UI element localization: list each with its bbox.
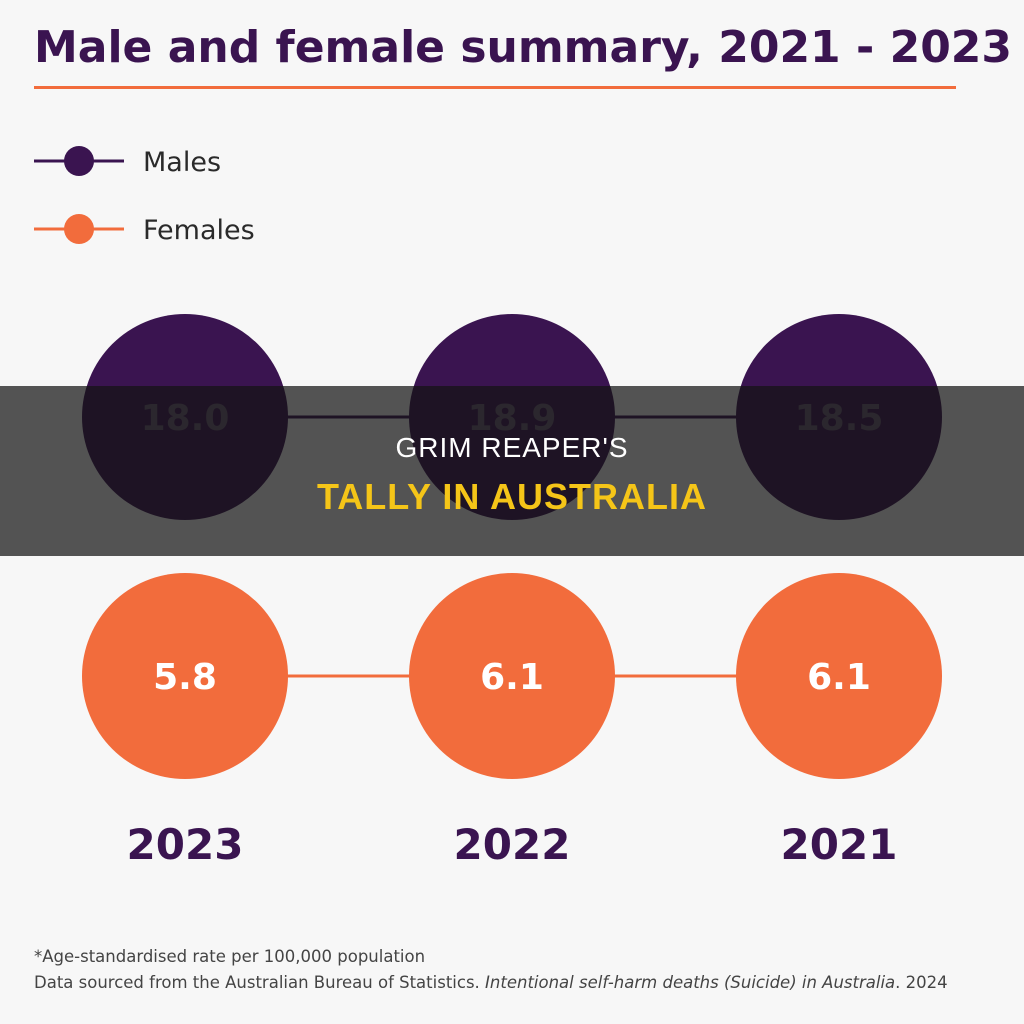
- legend-label-males: Males: [143, 147, 221, 178]
- banner-subheading: TALLY IN AUSTRALIA: [316, 476, 707, 517]
- source-note: Data sourced from the Australian Bureau …: [34, 973, 948, 992]
- source-suffix: . 2024: [895, 973, 948, 992]
- year-label-2022: 2022: [454, 820, 571, 869]
- overlay-banner: [0, 386, 1024, 556]
- females-value-label: 6.1: [807, 657, 871, 698]
- females-point-2022: [409, 573, 615, 779]
- females-point-2023: [82, 573, 288, 779]
- females-value-label: 5.8: [153, 657, 217, 698]
- legend-label-females: Females: [143, 215, 255, 246]
- source-publication: Intentional self-harm deaths (Suicide) i…: [485, 973, 896, 992]
- banner-heading: GRIM REAPER'S: [395, 432, 629, 463]
- source-prefix: Data sourced from the Australian Bureau …: [34, 973, 486, 992]
- females-value-label: 6.1: [480, 657, 544, 698]
- females-point-2021: [736, 573, 942, 779]
- year-label-2021: 2021: [781, 820, 898, 869]
- legend-marker-females: [64, 214, 94, 244]
- footnote: *Age-standardised rate per 100,000 popul…: [34, 947, 426, 966]
- page-title: Male and female summary, 2021 - 2023: [34, 22, 1013, 73]
- year-label-2023: 2023: [127, 820, 244, 869]
- legend-marker-males: [64, 146, 94, 176]
- title-underline: [34, 86, 956, 89]
